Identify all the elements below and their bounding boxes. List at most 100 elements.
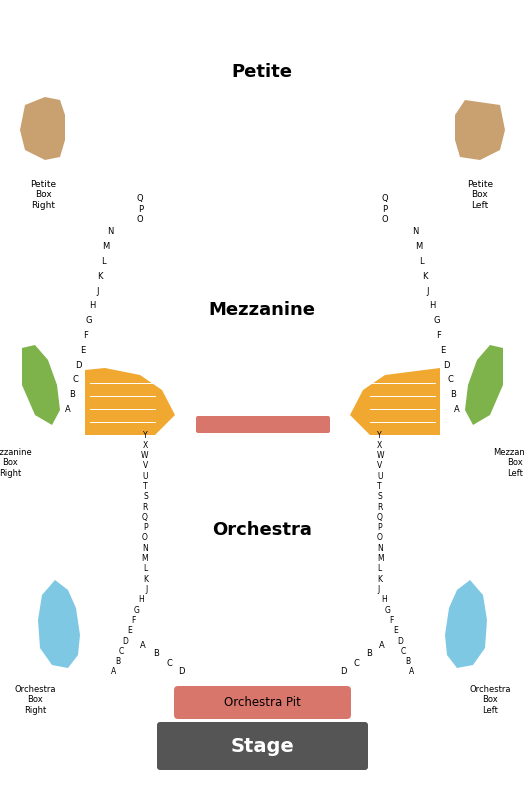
Text: X: X [143, 441, 148, 450]
Text: S: S [377, 492, 382, 502]
Text: D: D [122, 637, 128, 645]
Text: Stage: Stage [230, 736, 294, 755]
Text: E: E [127, 626, 132, 635]
Text: L: L [144, 564, 148, 573]
Text: A: A [140, 641, 146, 649]
Text: Petite
Box
Left: Petite Box Left [467, 180, 493, 210]
Text: G: G [134, 605, 140, 615]
Text: B: B [450, 390, 456, 400]
Polygon shape [20, 97, 65, 160]
Text: Y: Y [377, 430, 382, 440]
Text: H: H [89, 301, 96, 311]
Text: W: W [141, 451, 148, 460]
Text: M: M [102, 243, 110, 251]
Text: Petite
Box
Right: Petite Box Right [30, 180, 56, 210]
Text: C: C [401, 647, 406, 655]
Text: C: C [72, 375, 78, 385]
Text: A: A [454, 405, 460, 414]
Text: M: M [377, 554, 384, 563]
Text: H: H [429, 301, 436, 311]
Text: K: K [423, 272, 428, 281]
Text: J: J [426, 287, 428, 296]
Text: D: D [444, 360, 450, 370]
Text: Q: Q [136, 193, 143, 203]
Text: K: K [377, 575, 382, 584]
Text: J: J [97, 287, 99, 296]
Text: O: O [136, 216, 143, 225]
Text: U: U [377, 472, 383, 480]
Text: J: J [146, 585, 148, 594]
Text: N: N [412, 228, 418, 236]
Text: C: C [447, 375, 453, 385]
Text: P: P [138, 205, 143, 214]
Text: L: L [101, 257, 106, 266]
Text: O: O [142, 534, 148, 542]
Text: M: M [415, 243, 423, 251]
Text: X: X [377, 441, 382, 450]
Text: T: T [143, 482, 148, 491]
Text: G: G [385, 605, 391, 615]
Text: F: F [436, 331, 442, 340]
Text: Mezzanine
Box
Right: Mezzanine Box Right [0, 448, 33, 478]
Polygon shape [350, 368, 440, 435]
Text: B: B [366, 649, 372, 659]
Polygon shape [455, 100, 505, 160]
Text: O: O [382, 216, 388, 225]
Text: Y: Y [143, 430, 148, 440]
Text: U: U [142, 472, 148, 480]
Text: N: N [377, 544, 383, 553]
FancyBboxPatch shape [157, 722, 368, 770]
Text: R: R [143, 502, 148, 512]
Text: F: F [132, 616, 136, 625]
FancyBboxPatch shape [174, 686, 351, 719]
Text: Mezzanine
Box
Left: Mezzanine Box Left [492, 448, 525, 478]
Text: W: W [377, 451, 384, 460]
Text: Q: Q [377, 513, 383, 522]
Text: Q: Q [382, 193, 388, 203]
Polygon shape [85, 368, 175, 435]
Text: Mezzanine: Mezzanine [208, 301, 316, 319]
Text: T: T [377, 482, 382, 491]
Polygon shape [38, 580, 80, 668]
Text: C: C [119, 647, 124, 655]
Text: L: L [377, 564, 381, 573]
Text: B: B [405, 657, 410, 666]
Text: Petite: Petite [232, 63, 292, 81]
Text: R: R [377, 502, 382, 512]
Text: E: E [440, 346, 445, 355]
Text: D: D [178, 667, 185, 677]
Text: A: A [65, 405, 71, 414]
Text: C: C [166, 659, 172, 667]
Text: G: G [86, 316, 92, 325]
Text: F: F [83, 331, 89, 340]
Text: Orchestra: Orchestra [212, 521, 312, 539]
Text: Orchestra
Box
Left: Orchestra Box Left [469, 685, 511, 715]
Text: P: P [143, 523, 148, 532]
Text: M: M [141, 554, 148, 563]
Text: K: K [143, 575, 148, 584]
Text: P: P [377, 523, 382, 532]
Text: D: D [397, 637, 403, 645]
Text: B: B [115, 657, 120, 666]
Polygon shape [465, 345, 503, 425]
Text: V: V [377, 462, 382, 470]
Text: A: A [409, 667, 414, 677]
Text: N: N [142, 544, 148, 553]
Text: L: L [419, 257, 424, 266]
Text: C: C [353, 659, 359, 667]
Text: O: O [377, 534, 383, 542]
Text: V: V [143, 462, 148, 470]
Polygon shape [445, 580, 487, 668]
Text: Q: Q [142, 513, 148, 522]
Text: H: H [381, 595, 387, 604]
Text: A: A [379, 641, 385, 649]
Text: K: K [97, 272, 102, 281]
Text: A: A [111, 667, 116, 677]
Text: J: J [377, 585, 379, 594]
Text: Orchestra
Box
Right: Orchestra Box Right [14, 685, 56, 715]
Text: F: F [389, 616, 393, 625]
Text: E: E [80, 346, 85, 355]
Text: B: B [153, 649, 159, 659]
Text: N: N [107, 228, 113, 236]
Text: Orchestra Pit: Orchestra Pit [224, 696, 300, 709]
